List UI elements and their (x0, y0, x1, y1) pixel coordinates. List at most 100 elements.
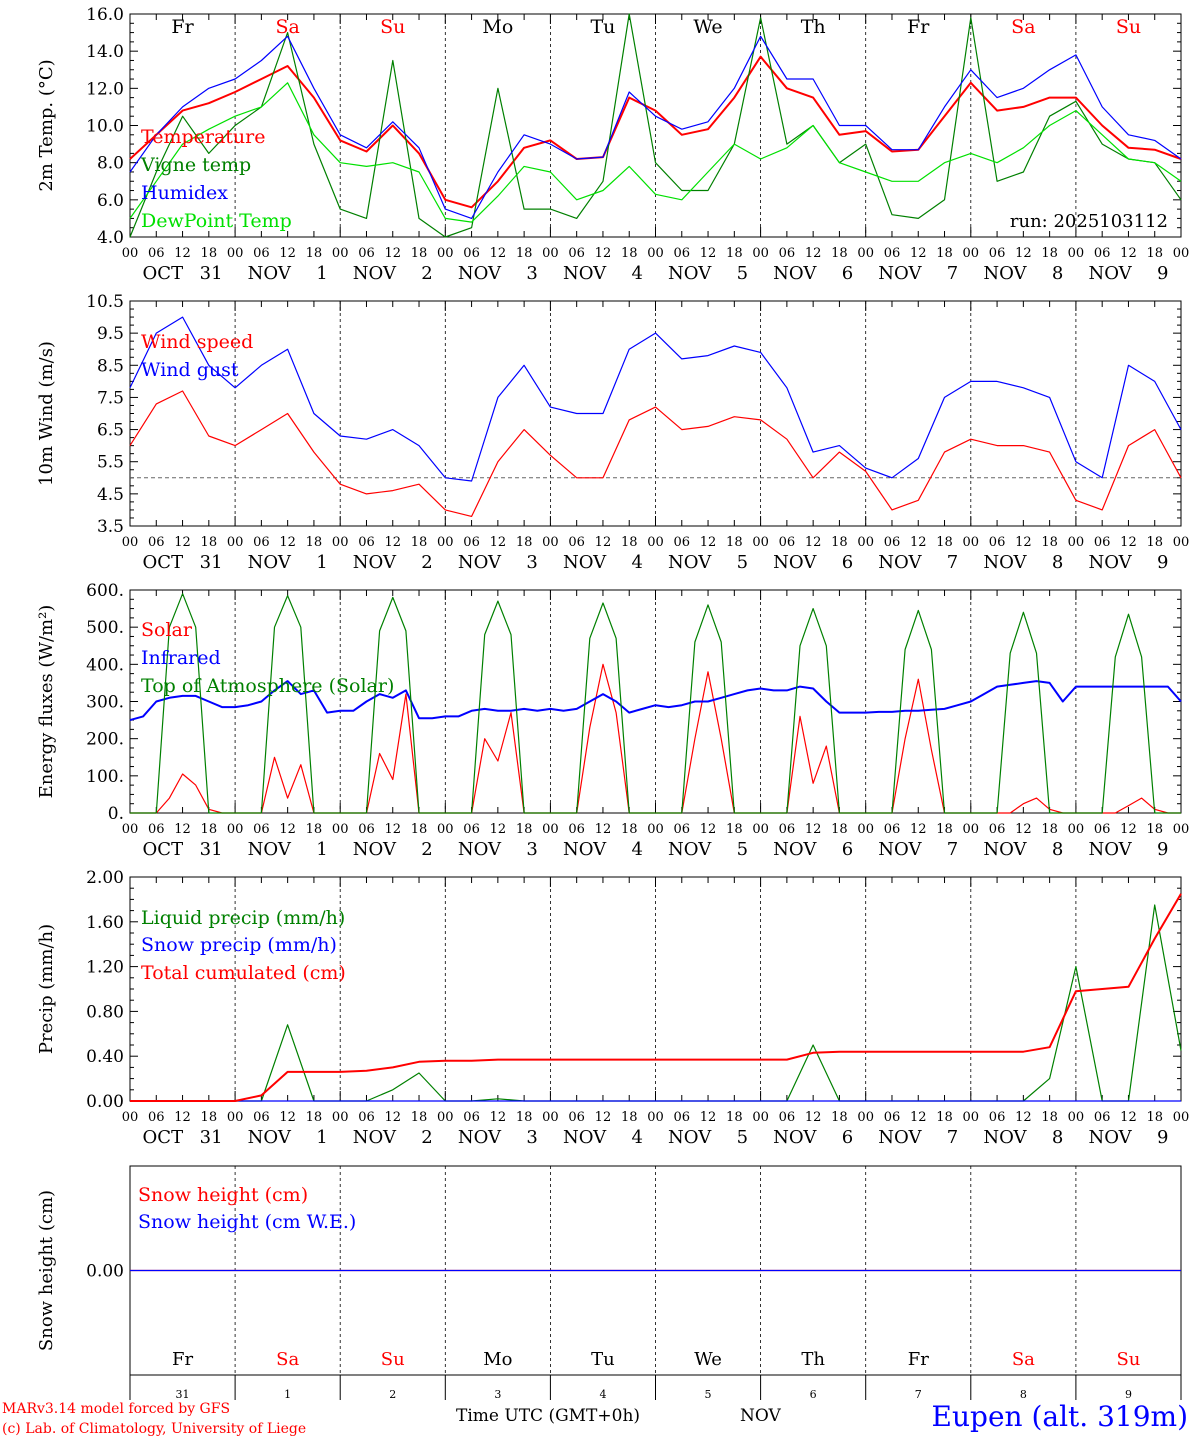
hour-tick-label: 00 (1068, 1110, 1085, 1125)
hour-tick-label: 00 (1068, 822, 1085, 837)
hour-tick-label: 00 (963, 246, 980, 261)
date-day-label: 5 (737, 263, 748, 284)
date-day-label: 5 (737, 552, 748, 573)
hour-tick-label: 00 (542, 246, 559, 261)
date-day-label: 4 (631, 552, 642, 573)
date-month-label: NOV (878, 1127, 922, 1148)
date-day-label: 5 (737, 839, 748, 860)
hour-tick-label: 00 (752, 1110, 769, 1125)
hour-tick-label: 06 (989, 822, 1006, 837)
hour-tick-label: 00 (437, 822, 454, 837)
hour-tick-label: 00 (227, 535, 244, 550)
date-day-label: 9 (1157, 839, 1168, 860)
hour-tick-label: 12 (1120, 535, 1137, 550)
bottom-day-abbr: Su (381, 1349, 405, 1370)
hour-tick-label: 06 (674, 822, 691, 837)
hour-tick-label: 00 (122, 822, 139, 837)
hour-tick-label: 18 (1041, 1110, 1058, 1125)
date-month-label: OCT (143, 552, 184, 573)
date-month-label: NOV (353, 263, 397, 284)
hour-tick-label: 12 (384, 1110, 401, 1125)
hour-tick-label: 12 (805, 822, 822, 837)
hour-tick-label: 12 (700, 246, 717, 261)
y-tick-label: 8.5 (97, 356, 124, 376)
hour-tick-label: 18 (831, 1110, 848, 1125)
hour-tick-label: 00 (542, 822, 559, 837)
date-day-label: 31 (200, 839, 223, 860)
hour-tick-label: 12 (595, 535, 612, 550)
hour-tick-label: 06 (463, 246, 480, 261)
hour-tick-label: 06 (358, 535, 375, 550)
hour-tick-label: 18 (1041, 535, 1058, 550)
y-tick-label: 2.00 (86, 868, 124, 888)
date-month-label: NOV (458, 1127, 502, 1148)
hour-tick-label: 12 (805, 246, 822, 261)
date-month-label: NOV (458, 839, 502, 860)
top-day-abbr: Su (380, 16, 405, 38)
time-axis-label: Time UTC (GMT+0h) (456, 1406, 641, 1426)
date-day-label: 7 (947, 1127, 958, 1148)
hour-tick-label: 00 (963, 822, 980, 837)
date-day-label: 6 (842, 839, 853, 860)
top-day-abbr: We (693, 16, 722, 38)
hour-tick-label: 18 (201, 535, 218, 550)
date-day-label: 6 (842, 552, 853, 573)
date-month-label: NOV (668, 263, 712, 284)
date-month-label: OCT (143, 1127, 184, 1148)
date-day-label: 6 (842, 1127, 853, 1148)
hour-tick-label: 12 (279, 246, 296, 261)
panel-frame-2 (129, 589, 1182, 814)
bottom-day-date: 4 (599, 1388, 606, 1401)
y-tick-label: 1.60 (86, 913, 124, 933)
hour-tick-label: 00 (437, 246, 454, 261)
hour-tick-label: 18 (516, 246, 533, 261)
bottom-day-abbr: Fr (908, 1349, 929, 1370)
hour-tick-label: 06 (674, 535, 691, 550)
date-day-label: 1 (316, 552, 327, 573)
hour-tick-label: 18 (201, 246, 218, 261)
bottom-day-date: 5 (705, 1388, 712, 1401)
hour-tick-label: 00 (647, 822, 664, 837)
date-month-label: NOV (983, 263, 1027, 284)
y-tick-label: 0. (108, 804, 124, 824)
hour-tick-label: 12 (490, 535, 507, 550)
series-line-dewpoint-temp (129, 82, 1182, 223)
hour-tick-label: 06 (779, 822, 796, 837)
y-tick-label: 12.0 (86, 79, 124, 99)
hour-tick-label: 18 (621, 1110, 638, 1125)
bottom-day-date: 9 (1125, 1388, 1132, 1401)
date-month-label: NOV (878, 552, 922, 573)
y-tick-label: 100. (86, 767, 124, 787)
date-month-label: NOV (878, 263, 922, 284)
hour-tick-label: 18 (936, 1110, 953, 1125)
hour-tick-label: 18 (936, 535, 953, 550)
legend-entry: Liquid precip (mm/h) (141, 907, 345, 929)
date-day-label: 8 (1052, 839, 1063, 860)
hour-tick-label: 12 (174, 1110, 191, 1125)
hour-tick-label: 00 (752, 535, 769, 550)
bottom-day-date: 3 (494, 1388, 501, 1401)
y-axis-title: Snow height (cm) (36, 1190, 57, 1351)
date-day-label: 3 (526, 552, 537, 573)
hour-tick-label: 06 (779, 535, 796, 550)
hour-tick-label: 06 (884, 535, 901, 550)
hour-tick-label: 12 (700, 822, 717, 837)
hour-tick-label: 18 (201, 1110, 218, 1125)
hour-tick-label: 18 (201, 822, 218, 837)
bottom-day-abbr: Th (801, 1349, 825, 1370)
hour-tick-label: 18 (831, 822, 848, 837)
bottom-day-abbr: Tu (591, 1349, 615, 1370)
hour-tick-label: 18 (831, 246, 848, 261)
hour-tick-label: 18 (726, 822, 743, 837)
y-tick-label: 8.0 (97, 154, 124, 174)
hour-tick-label: 12 (1120, 246, 1137, 261)
date-day-label: 8 (1052, 263, 1063, 284)
bottom-day-abbr: Fr (172, 1349, 193, 1370)
hour-tick-label: 06 (358, 246, 375, 261)
hour-tick-label: 12 (490, 1110, 507, 1125)
hour-tick-label: 12 (1015, 535, 1032, 550)
hour-tick-label: 06 (148, 1110, 165, 1125)
legend-entry: Snow height (cm W.E.) (138, 1211, 356, 1233)
date-day-label: 7 (947, 839, 958, 860)
hour-tick-label: 12 (1015, 1110, 1032, 1125)
